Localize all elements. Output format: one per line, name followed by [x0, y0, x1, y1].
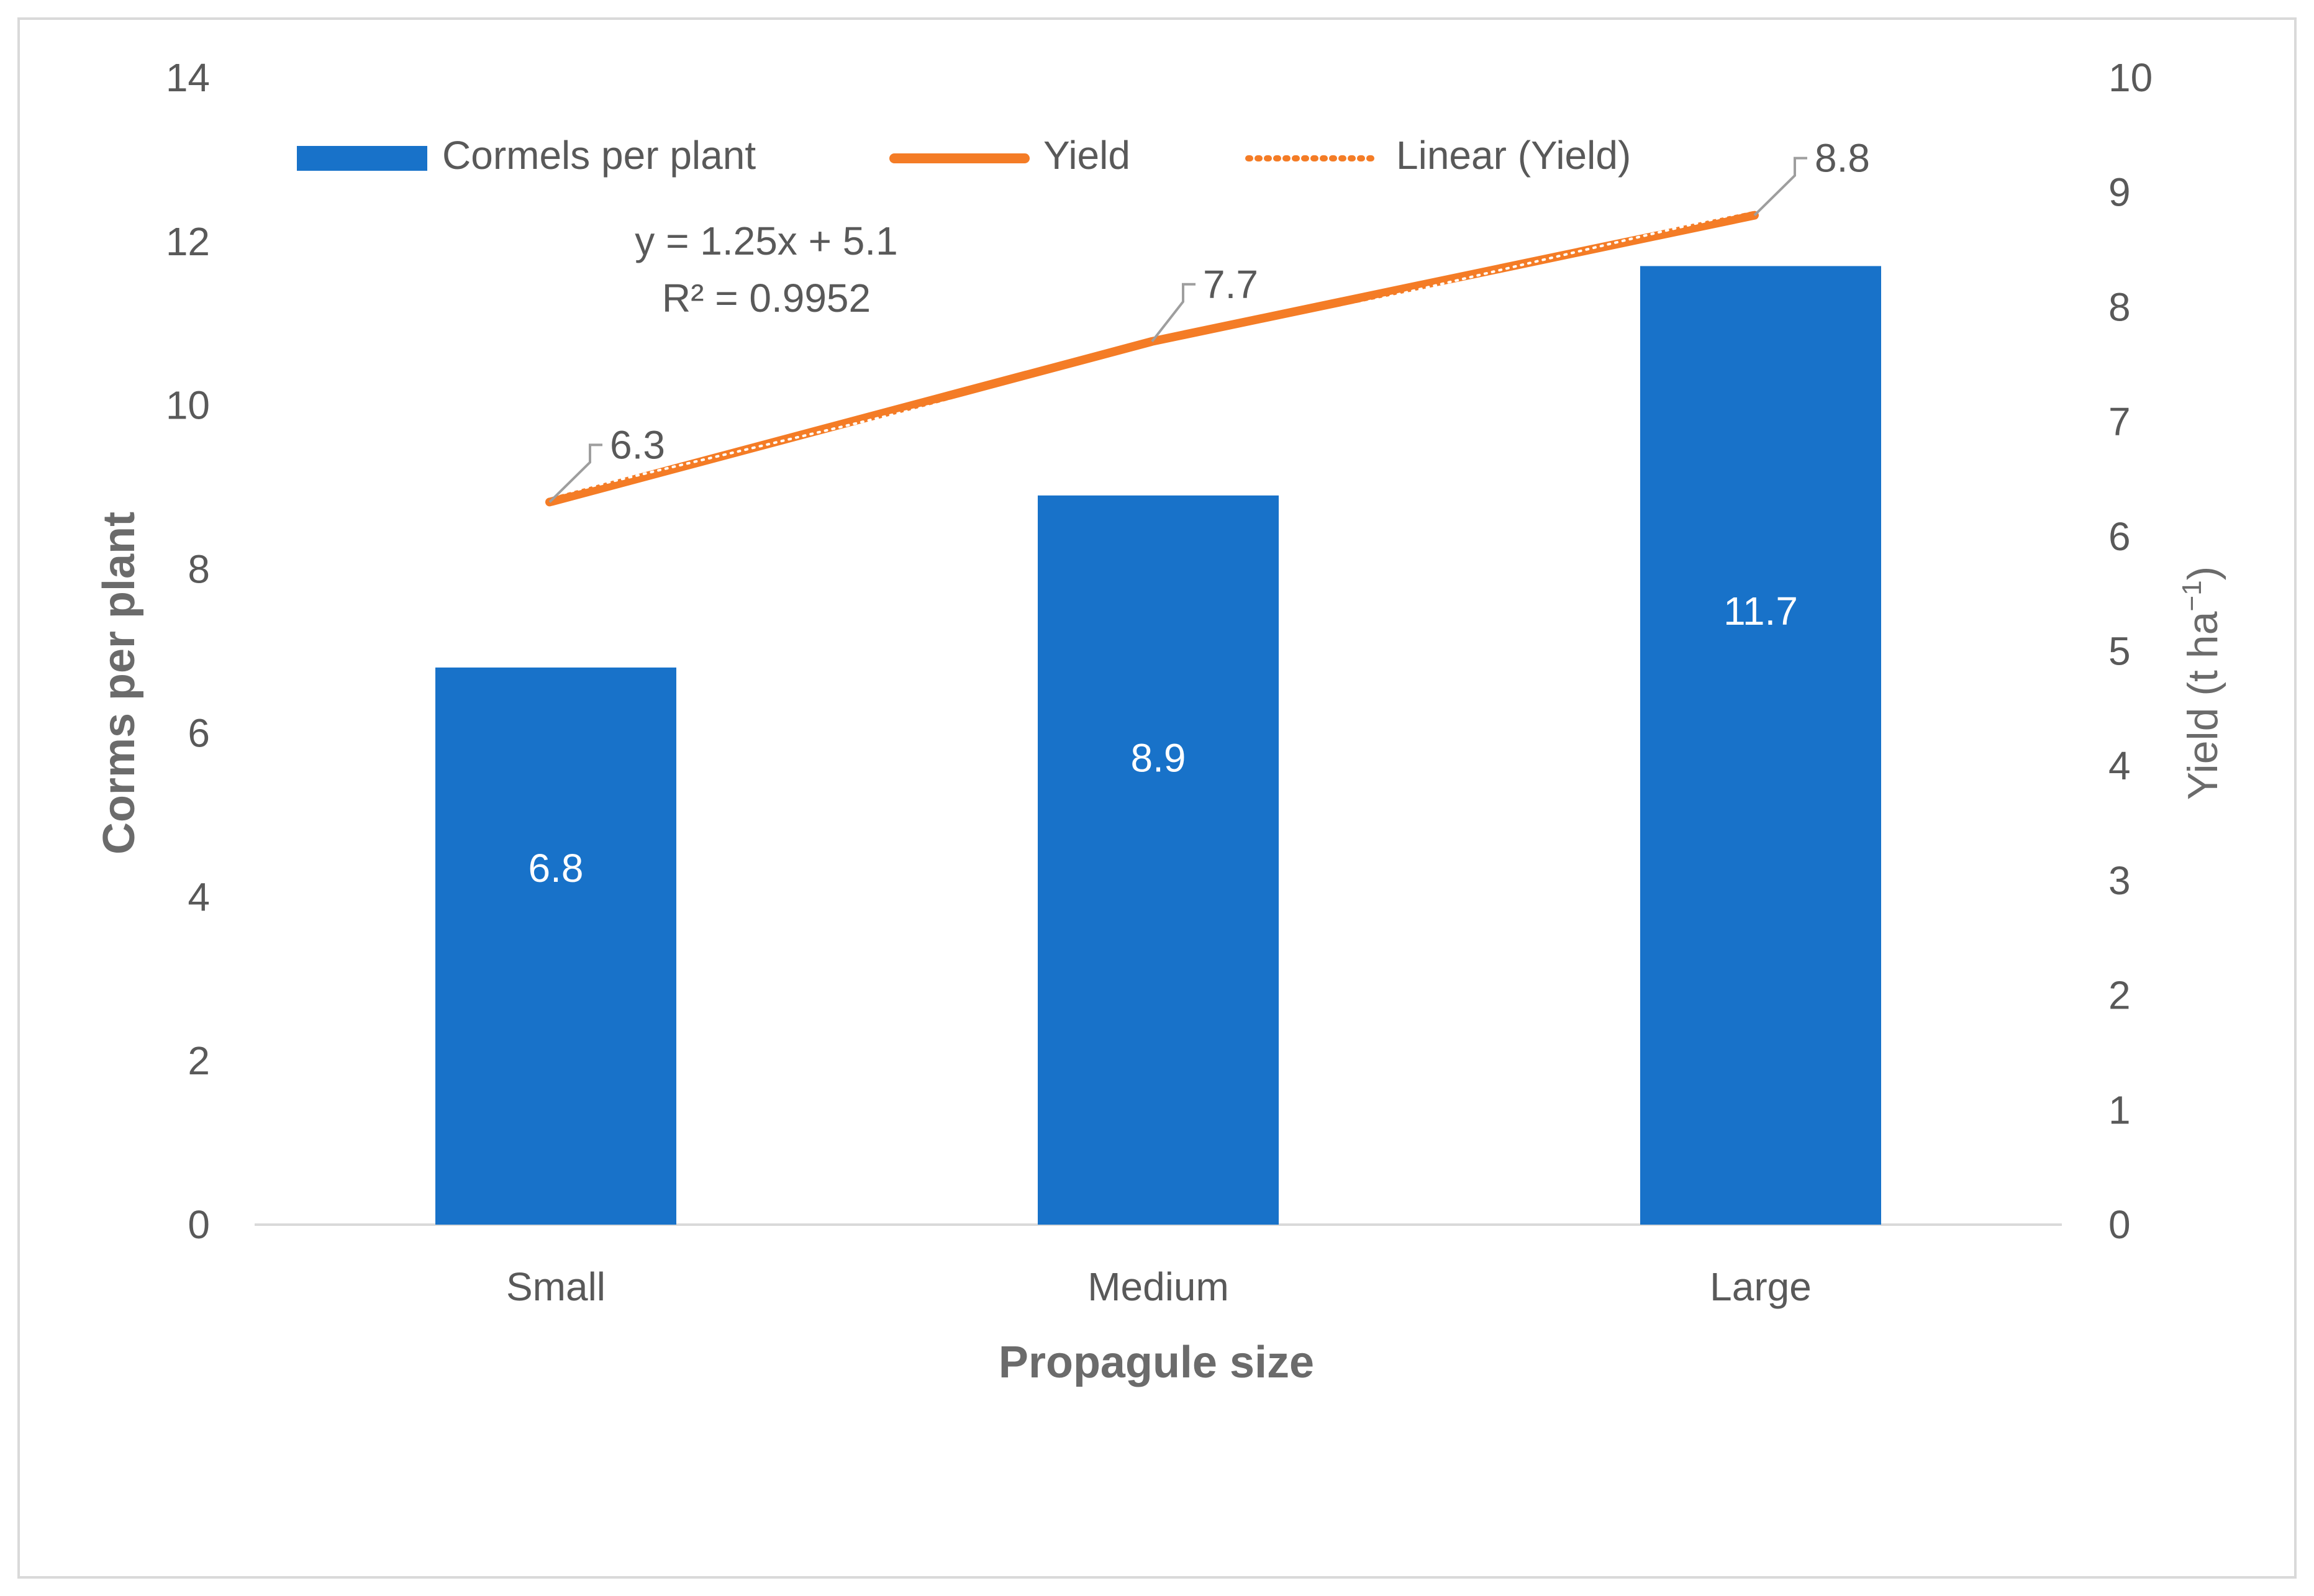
x-tick-label: Large — [1710, 1264, 1812, 1309]
yield-data-label: 8.8 — [1815, 136, 1870, 181]
y-tick-label: 2 — [188, 1038, 210, 1083]
bar-series — [435, 266, 1881, 1225]
legend-label-trendline: Linear (Yield) — [1396, 133, 1631, 178]
trendline-equation: y = 1.25x + 5.1 — [635, 219, 897, 263]
y2-tick-label: 9 — [2108, 170, 2131, 215]
y-tick-label: 10 — [166, 383, 210, 428]
trendline — [548, 208, 1756, 498]
x-tick-label: Small — [506, 1264, 606, 1309]
y2-tick-label: 8 — [2108, 284, 2131, 329]
legend-swatch-bars — [297, 146, 427, 171]
x-axis-categories: Small Medium Large — [506, 1264, 1812, 1309]
y2-axis-title-end: ) — [2179, 566, 2226, 581]
x-tick-label: Medium — [1087, 1264, 1229, 1309]
y-tick-label: 6 — [188, 710, 210, 755]
y2-axis-title-main: Yield (t ha — [2179, 611, 2226, 800]
y2-axis-title: Yield (t ha−1) — [2177, 566, 2226, 800]
y-axis-right: 0 1 2 3 4 5 6 7 8 9 10 — [2108, 55, 2153, 1247]
legend: Cormels per plant Yield Linear (Yield) — [297, 133, 1631, 178]
yield-data-label: 6.3 — [610, 422, 665, 467]
callout-leader — [1753, 156, 1807, 217]
y-tick-label: 0 — [188, 1202, 210, 1247]
y-tick-label: 8 — [188, 547, 210, 592]
y2-tick-label: 2 — [2108, 973, 2131, 1018]
trendline-line — [548, 208, 1756, 498]
y2-tick-label: 1 — [2108, 1087, 2131, 1132]
bar — [435, 667, 676, 1225]
y2-tick-label: 7 — [2108, 399, 2131, 444]
bar-data-labels: 6.8 8.9 11.7 — [529, 589, 1798, 891]
y-axis-title: Corms per plant — [94, 512, 144, 855]
y2-tick-label: 6 — [2108, 514, 2131, 559]
y2-tick-label: 10 — [2108, 55, 2153, 100]
bar — [1640, 266, 1881, 1225]
y2-tick-label: 4 — [2108, 743, 2131, 788]
yield-data-labels: 6.3 7.7 8.8 — [548, 136, 1870, 503]
y2-tick-label: 5 — [2108, 629, 2131, 674]
y-tick-label: 12 — [166, 219, 210, 264]
legend-label-line: Yield — [1043, 133, 1130, 178]
bar — [1038, 495, 1279, 1225]
y-tick-label: 14 — [166, 55, 210, 100]
bar-data-label: 11.7 — [1723, 589, 1798, 633]
bar-data-label: 8.9 — [1131, 736, 1186, 781]
legend-label-bars: Cormels per plant — [442, 133, 756, 178]
callout-leader — [548, 443, 602, 503]
y-tick-label: 4 — [188, 874, 210, 919]
y-axis-left: 0 2 4 6 8 10 12 14 — [166, 55, 210, 1247]
callout-leader — [1151, 283, 1196, 343]
yield-data-label: 7.7 — [1203, 262, 1258, 307]
y2-axis-title-sup: −1 — [2177, 580, 2207, 611]
bar-data-label: 6.8 — [529, 846, 584, 891]
x-axis-title: Propagule size — [999, 1338, 1314, 1387]
y2-tick-label: 0 — [2108, 1202, 2131, 1247]
trendline-r-squared: R² = 0.9952 — [662, 276, 871, 320]
y2-tick-label: 3 — [2108, 858, 2131, 903]
